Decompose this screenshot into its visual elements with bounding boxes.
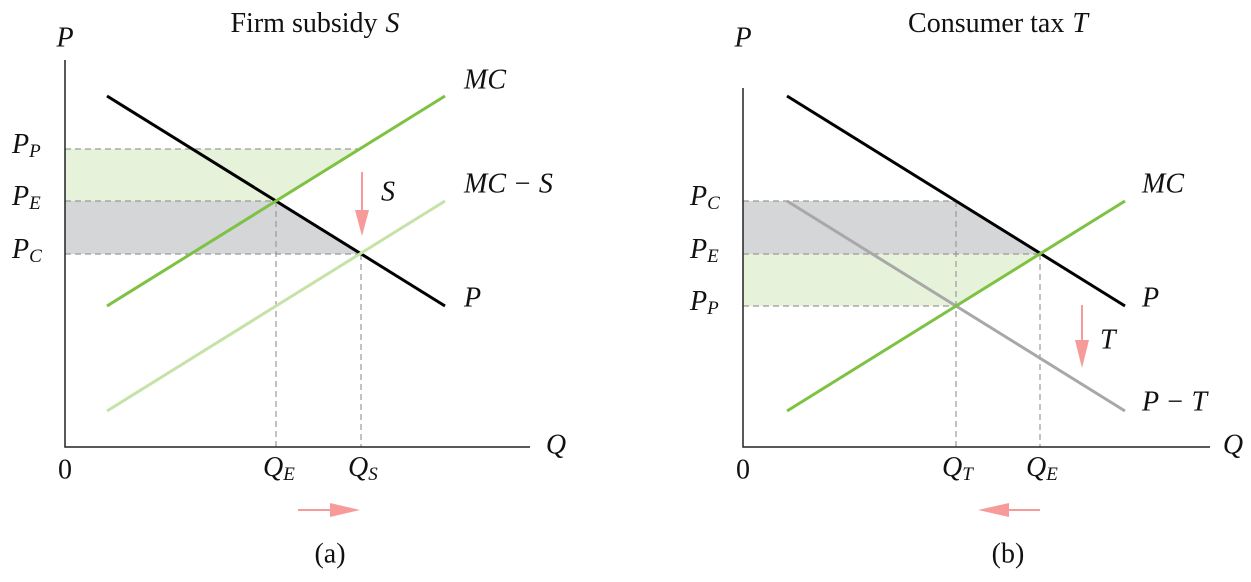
y-axis-label: P (733, 22, 751, 53)
quantity-label: QE (263, 452, 295, 485)
shift-label: T (1100, 324, 1118, 355)
axes (64, 60, 530, 448)
title: Firm subsidy S (230, 8, 399, 39)
arrow-head (330, 503, 360, 517)
tax-area (743, 201, 1040, 254)
arrow-head (1075, 340, 1089, 368)
x-axis-label: Q (1223, 429, 1243, 460)
curve-label: P − T (1141, 386, 1209, 417)
curve-label: P (463, 282, 481, 313)
arrow-head (978, 503, 1009, 517)
arrow-head (355, 210, 369, 236)
price-label: PP (689, 286, 719, 319)
curve-label: MC (463, 64, 506, 95)
price-label: PC (11, 234, 42, 267)
caption: (a) (314, 538, 345, 569)
caption: (b) (992, 538, 1025, 569)
subsidy-area (65, 201, 361, 254)
mc-curve (786, 199, 1126, 413)
price-label: PE (689, 234, 719, 267)
producer-area (743, 254, 1040, 306)
x-axis-label: Q (546, 429, 566, 460)
title: Consumer tax T (908, 8, 1090, 39)
curve-label: MC (1141, 168, 1184, 199)
price-label: PC (689, 181, 720, 214)
mc-curve (106, 94, 446, 308)
curve-label: MC − S (463, 168, 553, 199)
quantity-label: QE (1026, 452, 1058, 485)
producer-area (65, 149, 360, 201)
price-label: PE (11, 181, 41, 214)
shift-label: S (381, 176, 395, 207)
price-label: PP (11, 129, 41, 162)
mc-s-curve (106, 199, 446, 413)
quantity-label: QT (942, 452, 974, 485)
origin-label: 0 (736, 454, 750, 485)
quantity-label: QS (348, 452, 378, 485)
demand-curve (786, 94, 1126, 308)
y-axis-label: P (55, 22, 73, 53)
curve-label: P (1141, 282, 1159, 313)
origin-label: 0 (58, 454, 72, 485)
axes (742, 88, 1210, 448)
panel-a: Firm subsidy S P Q 0 PP PE PC QE QS MC MC… (11, 8, 566, 569)
panel-b: Consumer tax T P Q 0 PC PE PP QT QE MC P … (689, 8, 1243, 569)
